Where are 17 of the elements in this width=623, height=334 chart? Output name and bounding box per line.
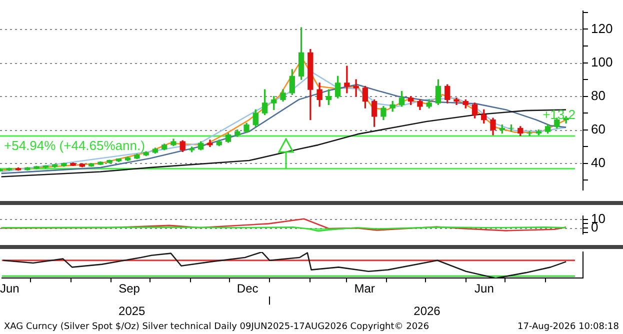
x-tick-label: Mar: [354, 282, 375, 296]
x-tick-label: Dec: [236, 282, 258, 296]
x2-tick-label: 2025: [118, 304, 146, 318]
y-tick-label: 120: [591, 20, 613, 36]
annotation: +54.94% (+44.65%ann.): [4, 138, 145, 154]
y-tick-label: 80: [591, 88, 606, 103]
x-tick-label: Jun: [0, 282, 20, 296]
annotation: +13.2: [542, 107, 576, 122]
text: XAG Curncy (Silver Spot $/Oz) Silver technical Daily 09JUN2025-17AUG2026 Copyright© 2026: [4, 321, 430, 334]
y-tick-label: 40: [591, 154, 606, 170]
candlestick: [24, 167, 30, 170]
x-tick-label: Jun: [474, 282, 494, 296]
y-tick-label: 60: [591, 121, 606, 136]
text: 17-Aug-2026 10:08:18: [517, 321, 619, 334]
y-tick-label: 100: [591, 54, 613, 70]
x-tick-label: Sep: [118, 282, 140, 296]
x2-tick-label: 2026: [414, 304, 441, 318]
